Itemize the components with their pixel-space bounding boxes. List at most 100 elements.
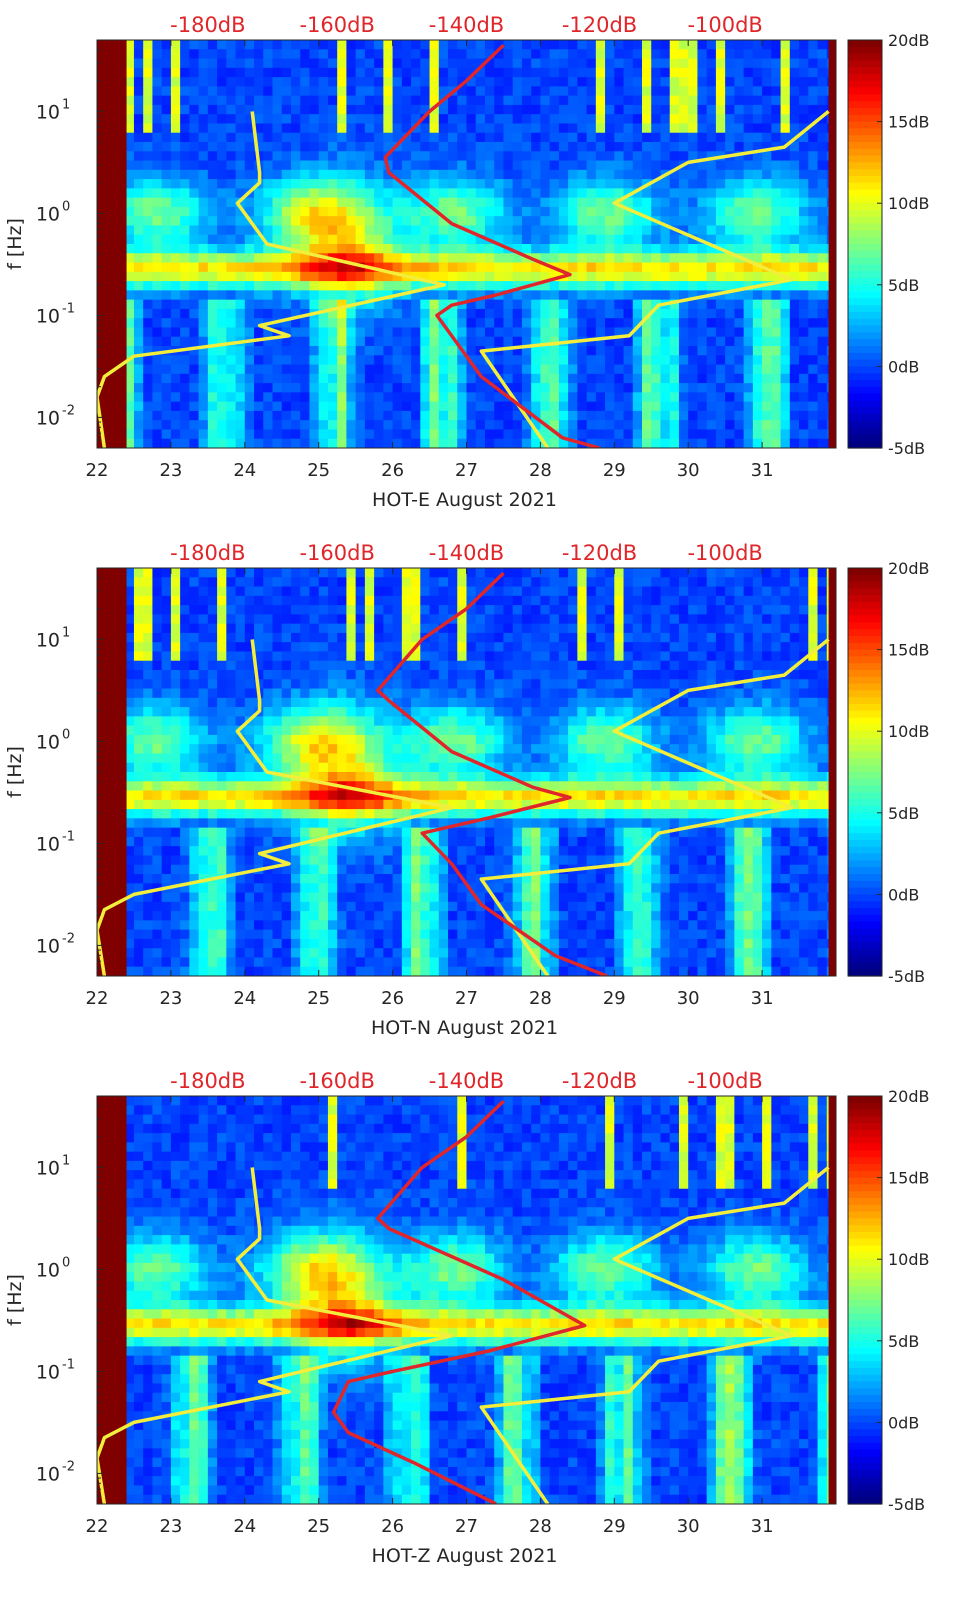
spectrogram-cell xyxy=(494,244,505,254)
spectrogram-cell xyxy=(475,49,486,60)
spectrogram-cell xyxy=(143,67,154,78)
spectrogram-cell xyxy=(300,697,311,708)
spectrogram-cell xyxy=(549,142,560,152)
spectrogram-cell xyxy=(272,605,283,615)
spectrogram-cell xyxy=(263,401,274,412)
spectrogram-cell xyxy=(549,206,560,217)
spectrogram-cell xyxy=(558,179,569,189)
spectrogram-cell xyxy=(364,392,375,403)
spectrogram-cell xyxy=(780,336,791,347)
spectrogram-cell xyxy=(494,58,505,69)
spectrogram-cell xyxy=(531,364,541,375)
spectrogram-cell xyxy=(217,605,227,615)
spectrogram-cell xyxy=(180,846,190,857)
spectrogram-cell xyxy=(346,744,357,755)
spectrogram-cell xyxy=(392,420,403,431)
spectrogram-cell xyxy=(161,716,172,727)
spectrogram-cell xyxy=(642,336,652,347)
spectrogram-cell xyxy=(734,262,745,273)
spectrogram-cell xyxy=(799,67,809,78)
spectrogram-cell xyxy=(743,40,754,50)
spectrogram-cell xyxy=(290,262,301,273)
spectrogram-cell xyxy=(170,86,181,97)
colorbar-step xyxy=(848,332,882,340)
spectrogram-cell xyxy=(346,95,357,106)
spectrogram-cell xyxy=(420,104,431,115)
spectrogram-cell xyxy=(180,95,190,106)
spectrogram-cell xyxy=(697,58,708,69)
spectrogram-cell xyxy=(752,420,763,431)
spectrogram-cell xyxy=(364,244,375,254)
spectrogram-cell xyxy=(494,327,505,338)
spectrogram-cell xyxy=(799,188,809,199)
spectrogram-cell xyxy=(678,95,689,106)
spectrogram-cell xyxy=(189,346,200,356)
spectrogram-cell xyxy=(669,244,680,254)
spectrogram-cell xyxy=(715,373,726,384)
spectrogram-cell xyxy=(688,95,699,106)
spectrogram-cell xyxy=(152,605,163,615)
spectrogram-cell xyxy=(207,772,218,782)
spectrogram-cell xyxy=(161,244,172,254)
spectrogram-cell xyxy=(771,67,782,78)
spectrogram-cell xyxy=(263,707,274,717)
spectrogram-cell xyxy=(642,420,652,431)
spectrogram-cell xyxy=(290,605,301,615)
spectrogram-cell xyxy=(290,920,301,931)
spectrogram-cell xyxy=(374,327,384,338)
spectrogram-cell xyxy=(374,383,384,393)
spectrogram-cell xyxy=(337,568,348,578)
spectrogram-cell xyxy=(272,123,283,134)
spectrogram-cell xyxy=(189,392,200,403)
spectrogram-cell xyxy=(771,383,782,393)
spectrogram-cell xyxy=(281,929,292,940)
spectrogram-cell xyxy=(614,234,625,245)
spectrogram-cell xyxy=(124,911,135,921)
spectrogram-cell xyxy=(762,86,772,97)
spectrogram-cell xyxy=(503,373,514,384)
spectrogram-cell xyxy=(401,104,412,115)
spectrogram-cell xyxy=(152,744,163,755)
spectrogram-cell xyxy=(244,290,255,301)
spectrogram-cell xyxy=(143,744,154,755)
spectrogram-cell xyxy=(300,151,311,162)
spectrogram-cell xyxy=(632,401,643,412)
spectrogram-cell xyxy=(207,438,218,448)
spectrogram-cell xyxy=(715,429,726,440)
spectrogram-cell xyxy=(133,790,144,801)
spectrogram-cell xyxy=(254,308,264,319)
spectrogram-cell xyxy=(235,827,246,838)
spectrogram-cell xyxy=(318,383,329,393)
spectrogram-cell xyxy=(180,697,190,708)
spectrogram-cell xyxy=(207,883,218,894)
spectrogram-cell xyxy=(734,179,745,189)
spectrogram-cell xyxy=(217,392,227,403)
spectrogram-cell xyxy=(217,308,227,319)
spectrogram-cell xyxy=(743,151,754,162)
spectrogram-cell xyxy=(337,410,348,421)
spectrogram-cell xyxy=(780,77,791,87)
spectrogram-cell xyxy=(475,383,486,393)
spectrogram-cell xyxy=(198,206,209,217)
spectrogram-cell xyxy=(715,262,726,273)
spectrogram-cell xyxy=(263,790,274,801)
spectrogram-cell xyxy=(448,104,458,115)
spectrogram-cell xyxy=(457,77,468,87)
spectrogram-cell xyxy=(789,336,800,347)
spectrogram-cell xyxy=(244,318,255,329)
spectrogram-cell xyxy=(143,383,154,393)
spectrogram-cell xyxy=(133,762,144,773)
spectrogram-cell xyxy=(771,327,782,338)
spectrogram-cell xyxy=(152,244,163,254)
spectrogram-cell xyxy=(152,725,163,736)
spectrogram-cell xyxy=(817,188,828,199)
spectrogram-cell xyxy=(281,336,292,347)
colorbar-tick-label: 20dB xyxy=(888,31,930,50)
spectrogram-cell xyxy=(180,104,190,115)
spectrogram-cell xyxy=(290,410,301,421)
spectrogram-cell xyxy=(161,197,172,208)
spectrogram-cell xyxy=(642,151,652,162)
spectrogram-cell xyxy=(290,716,301,727)
spectrogram-cell xyxy=(752,410,763,421)
spectrogram-cell xyxy=(438,290,449,301)
